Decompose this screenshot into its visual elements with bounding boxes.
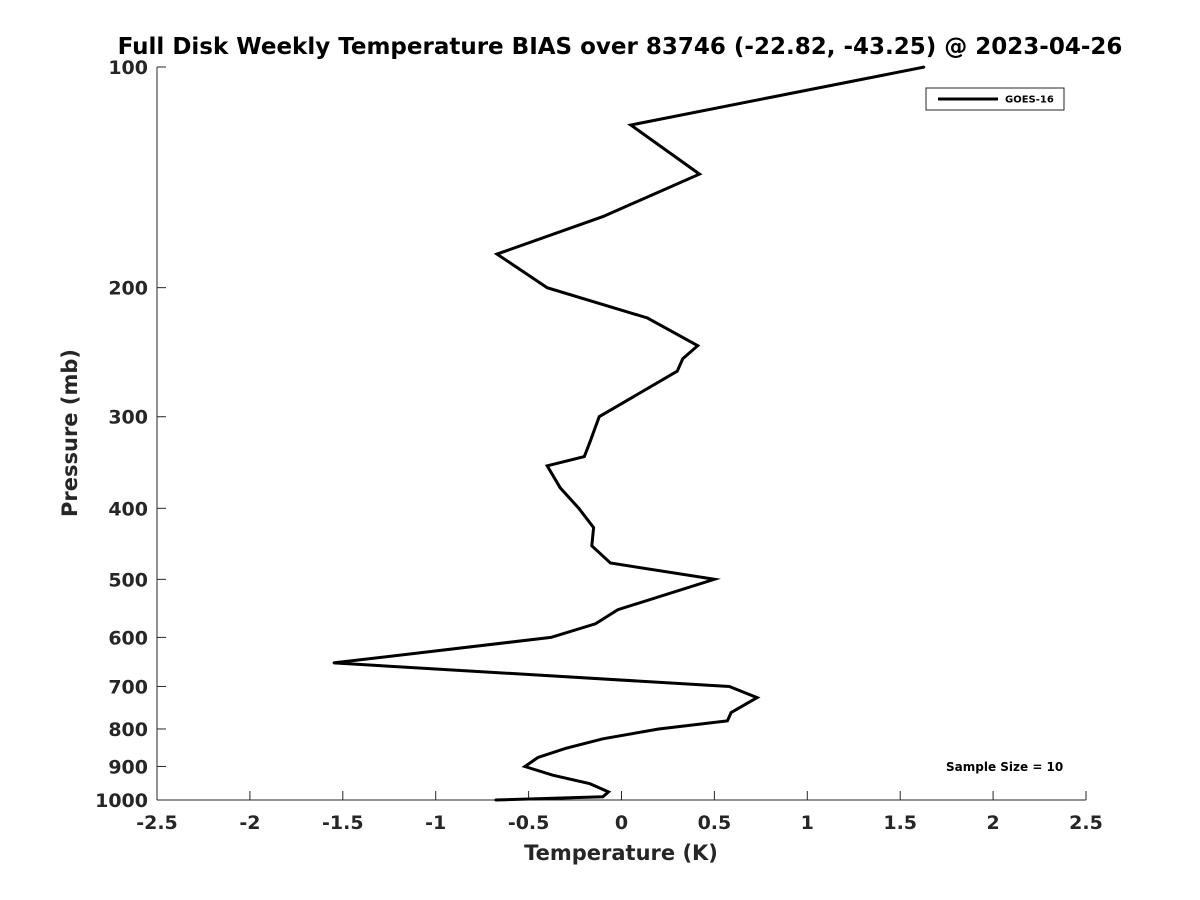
data-point xyxy=(657,727,660,730)
y-ticks: 100 200 300 400 500 600 700 800 900 1000 xyxy=(95,57,166,812)
data-point xyxy=(601,737,604,740)
data-point xyxy=(676,370,679,373)
data-point xyxy=(546,464,549,467)
y-tick-label: 300 xyxy=(108,407,148,429)
series-layer xyxy=(332,65,926,802)
data-point xyxy=(496,253,499,256)
data-point xyxy=(629,124,632,127)
y-tick-label: 700 xyxy=(108,676,148,698)
data-point xyxy=(698,173,701,176)
data-point xyxy=(601,795,604,798)
x-axis-label: Temperature (K) xyxy=(524,841,718,865)
y-tick-label: 900 xyxy=(108,756,148,778)
series-line-goes-16 xyxy=(333,65,925,802)
data-point xyxy=(588,441,591,444)
data-point xyxy=(609,562,612,565)
data-point xyxy=(523,765,526,768)
data-point xyxy=(546,286,549,289)
data-point xyxy=(646,316,649,319)
data-point xyxy=(577,507,580,510)
data-point xyxy=(601,215,604,218)
data-point xyxy=(728,685,731,688)
x-tick-label: -2 xyxy=(239,812,260,834)
y-tick-label: 800 xyxy=(108,719,148,741)
data-point xyxy=(696,344,699,347)
data-point xyxy=(332,661,335,664)
x-tick-label: 2.5 xyxy=(1069,812,1103,834)
y-tick-label: 400 xyxy=(108,498,148,520)
data-point xyxy=(536,756,539,759)
y-tick-label: 500 xyxy=(108,569,148,591)
data-point xyxy=(588,782,591,785)
data-point xyxy=(551,774,554,777)
x-tick-label: -1 xyxy=(425,812,446,834)
y-tick-label: 1000 xyxy=(95,790,148,812)
data-point xyxy=(923,66,926,68)
x-tick-label: -1.5 xyxy=(322,812,364,834)
data-point xyxy=(598,415,601,418)
data-point xyxy=(592,526,595,529)
x-tick-label: 1.5 xyxy=(883,812,917,834)
data-point xyxy=(494,799,497,801)
data-point xyxy=(594,622,597,625)
x-tick-label: 0.5 xyxy=(698,812,732,834)
chart-title: Full Disk Weekly Temperature BIAS over 8… xyxy=(118,34,1123,60)
data-point xyxy=(713,578,716,581)
data-point xyxy=(730,711,733,714)
data-point xyxy=(549,636,552,639)
data-point xyxy=(583,455,586,458)
x-ticks: -2.5 -2 -1.5 -1 -0.5 0 0.5 1 1.5 2 2.5 xyxy=(136,791,1103,834)
data-point xyxy=(616,608,619,611)
x-tick-label: -0.5 xyxy=(508,812,550,834)
x-tick-label: 1 xyxy=(801,812,814,834)
y-axis-label: Pressure (mb) xyxy=(58,349,82,517)
x-tick-label: 2 xyxy=(986,812,999,834)
x-tick-label: -2.5 xyxy=(136,812,178,834)
data-point xyxy=(681,357,684,360)
data-point xyxy=(559,486,562,489)
data-point xyxy=(756,696,759,699)
legend-label-goes-16: GOES-16 xyxy=(1005,95,1054,106)
data-point xyxy=(590,544,593,547)
y-tick-label: 100 xyxy=(108,57,148,79)
data-point xyxy=(564,747,567,750)
data-point xyxy=(726,719,729,722)
y-tick-label: 600 xyxy=(108,627,148,649)
y-tick-label: 200 xyxy=(108,278,148,300)
plot-axes xyxy=(156,67,1086,801)
legend: GOES-16 xyxy=(925,87,1065,111)
x-tick-label: 0 xyxy=(615,812,628,834)
data-point xyxy=(607,790,610,793)
sample-size-annotation: Sample Size = 10 xyxy=(946,760,1063,774)
